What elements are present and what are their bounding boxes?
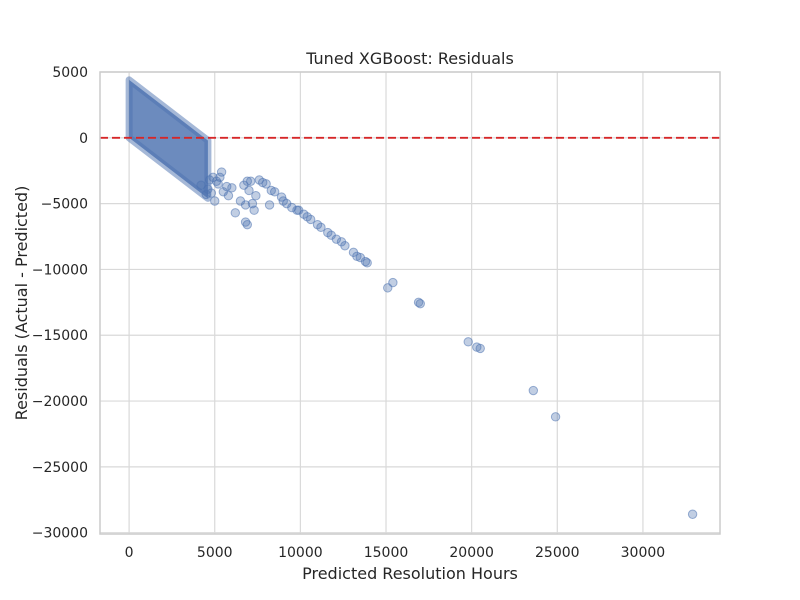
scatter-point (388, 277, 398, 288)
scatter-point (475, 343, 485, 354)
y-tick-label: 5000 (52, 65, 88, 81)
scatter-point (463, 337, 473, 347)
scatter-point (261, 179, 271, 189)
x-tick-label: 0 (125, 545, 134, 561)
y-axis-label: Residuals (Actual - Predicted) (12, 186, 31, 421)
scatter-point (316, 222, 326, 233)
y-tick-label: −25000 (32, 460, 88, 476)
y-tick-label: −10000 (32, 262, 88, 278)
x-tick-label: 15000 (364, 545, 409, 561)
scatter-point (244, 185, 254, 196)
y-axis-ticks: 5000 0 −5000 −10000 −15000 −20000 −25000 −30000 (32, 65, 88, 542)
x-tick-label: 5000 (197, 545, 233, 561)
x-tick-label: 20000 (449, 545, 494, 561)
y-tick-label: 0 (79, 131, 88, 147)
scatter-point (242, 219, 252, 230)
y-tick-label: −5000 (41, 197, 88, 213)
y-tick-label: −20000 (32, 394, 88, 410)
scatter-point (240, 200, 251, 210)
x-axis-label: Predicted Resolution Hours (302, 564, 518, 583)
scatter-point (227, 183, 237, 193)
scatter-point (362, 258, 372, 268)
chart-title: Tuned XGBoost: Residuals (305, 49, 514, 68)
x-tick-label: 30000 (621, 545, 666, 561)
scatter-point (528, 385, 539, 396)
scatter-point (230, 208, 241, 218)
scatter-point (251, 191, 261, 201)
scatter-point (201, 189, 211, 200)
scatter-point (216, 167, 227, 177)
scatter-point (305, 214, 316, 225)
y-tick-label: −30000 (32, 526, 88, 542)
scatter-point (249, 205, 259, 215)
scatter-point (215, 172, 225, 182)
scatter-point (340, 241, 350, 251)
scatter-point (331, 234, 342, 244)
scatter-point (269, 187, 280, 197)
scatter-point (687, 509, 698, 519)
scatter-point (264, 200, 275, 210)
scatter-point (246, 176, 256, 186)
scatter-point (242, 176, 252, 186)
scatter-point (287, 202, 297, 213)
scatter-point (415, 298, 425, 309)
scatter-point (223, 191, 234, 201)
scatter-points (196, 167, 698, 519)
y-tick-label: −15000 (32, 328, 88, 344)
scatter-point (550, 412, 561, 422)
x-tick-label: 10000 (278, 545, 323, 561)
scatter-point (210, 196, 220, 206)
x-axis-ticks: 0 5000 10000 15000 20000 25000 30000 (125, 545, 666, 561)
plot-frame (99, 71, 721, 535)
scatter-point (196, 180, 206, 190)
x-tick-label: 25000 (535, 545, 580, 561)
scatter-point (208, 172, 218, 182)
